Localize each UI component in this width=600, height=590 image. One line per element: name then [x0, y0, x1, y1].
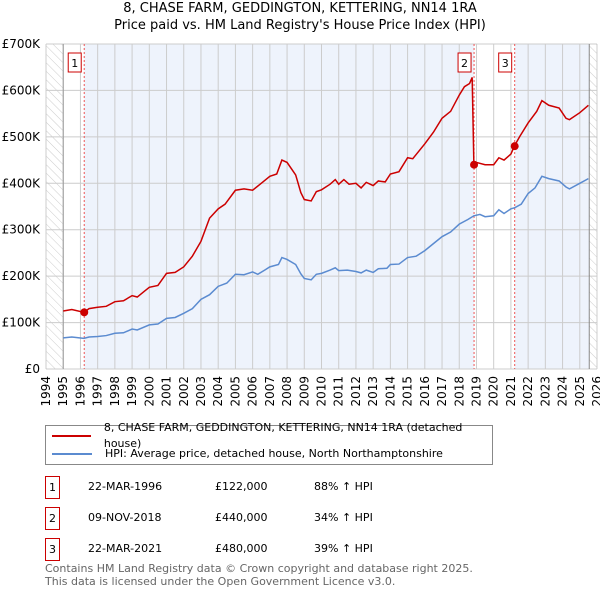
x-tick-label: 1999 [125, 376, 139, 407]
x-tick-label: 2011 [332, 376, 346, 407]
y-tick-label: £400K [2, 176, 42, 190]
shaded-region [514, 44, 590, 369]
x-tick-label: 1995 [56, 376, 70, 407]
x-tick-label: 1997 [91, 376, 105, 407]
x-tick-label: 2010 [315, 376, 329, 407]
x-tick-label: 2000 [142, 376, 156, 407]
y-tick-label: £200K [2, 269, 42, 283]
sale-date: 22-MAR-2021 [88, 542, 163, 555]
y-tick-label: £0 [25, 362, 40, 376]
sale-row: 2 09-NOV-2018 £440,000 34% ↑ HPI [45, 507, 445, 530]
y-tick-label: £700K [2, 37, 42, 51]
series-line-property [63, 77, 589, 314]
x-tick-label: 2015 [401, 376, 415, 407]
sale-point [510, 142, 519, 151]
legend-item-hpi: HPI: Average price, detached house, Nort… [52, 446, 443, 462]
legend-swatch-blue [52, 453, 92, 455]
x-tick-label: 1998 [108, 376, 122, 407]
legend-swatch-red [52, 435, 91, 437]
hatch-region [46, 44, 64, 369]
x-tick-label: 2004 [211, 376, 225, 407]
x-tick-label: 2018 [452, 376, 466, 407]
x-tick-label: 2025 [573, 376, 587, 407]
series-line-hpi [63, 175, 589, 340]
x-tick-label: 2021 [504, 376, 518, 407]
x-tick-label: 1994 [39, 376, 53, 407]
x-tick-label: 2017 [435, 376, 449, 407]
sale-label-box [67, 52, 82, 73]
sale-price: £122,000 [215, 480, 268, 493]
x-tick-label: 2020 [487, 376, 501, 407]
legend-label: 8, CHASE FARM, GEDDINGTON, KETTERING, NN… [103, 421, 463, 450]
sale-label-box [457, 52, 472, 73]
sale-price: £480,000 [215, 542, 268, 555]
legend: 8, CHASE FARM, GEDDINGTON, KETTERING, NN… [45, 421, 493, 465]
x-tick-label: 2023 [538, 376, 552, 407]
sale-row: 1 22-MAR-1996 £122,000 88% ↑ HPI [45, 476, 445, 499]
sale-date: 09-NOV-2018 [88, 511, 162, 524]
legend-label: HPI: Average price, detached house, Nort… [105, 447, 443, 460]
y-tick-label: £600K [2, 83, 42, 97]
sale-price: £440,000 [215, 511, 268, 524]
x-tick-label: 2002 [177, 376, 191, 407]
x-tick-label: 2024 [556, 376, 570, 407]
x-tick-label: 2008 [280, 376, 294, 407]
x-tick-label: 2001 [160, 376, 174, 407]
x-tick-label: 2005 [228, 376, 242, 407]
x-tick-label: 2003 [194, 376, 208, 407]
x-tick-label: 2026 [590, 376, 600, 407]
sale-hpi-diff: 39% ↑ HPI [314, 542, 373, 555]
sale-label: 3 [502, 57, 509, 70]
x-tick-label: 2012 [349, 376, 363, 407]
x-tick-label: 2006 [246, 376, 260, 407]
x-tick-label: 2014 [383, 376, 397, 407]
y-tick-label: £100K [2, 316, 42, 330]
sale-point [80, 308, 89, 317]
sale-number-box: 1 [45, 476, 60, 499]
x-tick-label: 2007 [263, 376, 277, 407]
sale-point [470, 160, 479, 169]
sale-label: 1 [71, 57, 78, 70]
sale-number-box: 3 [45, 538, 60, 561]
footer-line-1: Contains HM Land Registry data © Crown c… [45, 562, 473, 575]
hatch-region [589, 44, 597, 369]
sale-row: 3 22-MAR-2021 £480,000 39% ↑ HPI [45, 538, 445, 561]
x-tick-label: 2019 [469, 376, 483, 407]
x-tick-label: 2009 [297, 376, 311, 407]
x-tick-label: 2016 [418, 376, 432, 407]
y-tick-label: £500K [2, 130, 42, 144]
chart-subtitle: Price paid vs. HM Land Registry's House … [114, 18, 486, 33]
chart-title: 8, CHASE FARM, GEDDINGTON, KETTERING, NN… [123, 1, 477, 16]
x-tick-label: 2022 [521, 376, 535, 407]
sale-label: 2 [461, 57, 468, 70]
sale-hpi-diff: 34% ↑ HPI [314, 511, 373, 524]
sale-label-box [498, 52, 513, 73]
legend-item-property: 8, CHASE FARM, GEDDINGTON, KETTERING, NN… [52, 421, 492, 450]
footer-line-2: This data is licensed under the Open Gov… [45, 575, 396, 588]
y-tick-label: £300K [2, 223, 42, 237]
shaded-region [84, 44, 475, 369]
x-tick-label: 2013 [366, 376, 380, 407]
sale-hpi-diff: 88% ↑ HPI [314, 480, 373, 493]
x-tick-label: 1996 [73, 376, 87, 407]
sale-date: 22-MAR-1996 [88, 480, 163, 493]
sale-number-box: 2 [45, 507, 60, 530]
chart-plot: 1994 1995 1996 1997 1998 1999 2000 2001 2002 2003… [2, 37, 600, 407]
